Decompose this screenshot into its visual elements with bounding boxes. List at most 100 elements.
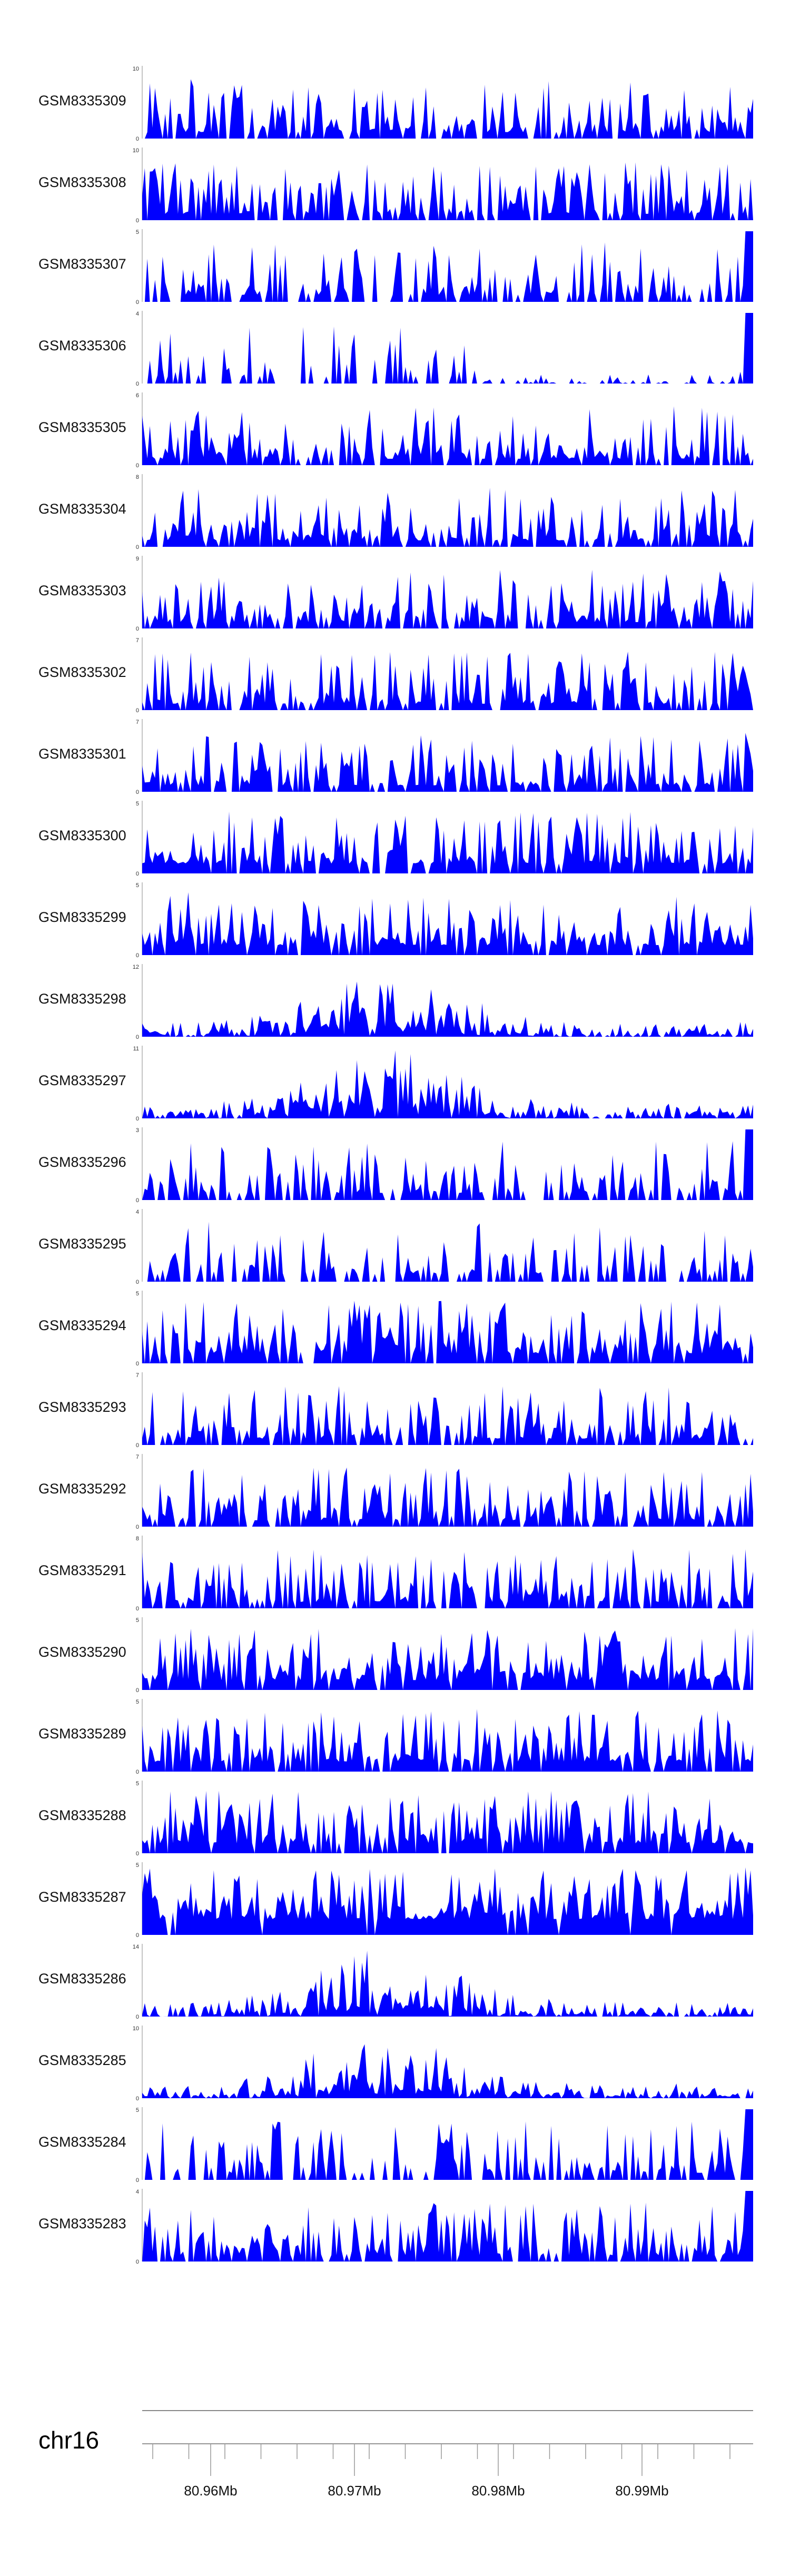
y-max-label: 7 xyxy=(136,1454,139,1460)
track-label: GSM8335293 xyxy=(38,1399,126,1415)
track-GSM8335298: GSM8335298 12 0 xyxy=(38,964,753,1040)
y-min-label: 0 xyxy=(136,1687,139,1694)
track-GSM8335287: GSM8335287 5 0 xyxy=(38,1862,753,1939)
axis-tick-label: 80.99Mb xyxy=(615,2483,668,2499)
track-label: GSM8335295 xyxy=(38,1236,126,1252)
track-GSM8335293: GSM8335293 7 0 xyxy=(38,1372,753,1449)
y-max-label: 7 xyxy=(136,1372,139,1379)
track-GSM8335290: GSM8335290 5 0 xyxy=(38,1617,753,1694)
track-label: GSM8335309 xyxy=(38,93,126,109)
y-min-label: 0 xyxy=(136,218,139,224)
coverage-area xyxy=(142,1628,753,1690)
track-label: GSM8335289 xyxy=(38,1726,126,1742)
y-max-label: 7 xyxy=(136,719,139,725)
track-GSM8335309: GSM8335309 10 0 xyxy=(38,66,753,142)
track-label: GSM8335287 xyxy=(38,1889,126,1905)
y-max-label: 8 xyxy=(136,474,139,480)
y-min-label: 0 xyxy=(136,381,139,387)
chromosome-label: chr16 xyxy=(38,2426,99,2454)
coverage-area xyxy=(142,811,753,873)
y-min-label: 0 xyxy=(136,1606,139,1612)
track-label: GSM8335301 xyxy=(38,746,126,762)
minor-ticks xyxy=(152,2444,730,2459)
y-min-label: 0 xyxy=(136,2177,139,2184)
track-GSM8335289: GSM8335289 5 0 xyxy=(38,1699,753,1775)
track-label: GSM8335288 xyxy=(38,1807,126,1823)
coverage-area xyxy=(142,313,753,384)
y-min-label: 0 xyxy=(136,2014,139,2020)
coverage-area xyxy=(142,1867,753,1935)
y-max-label: 5 xyxy=(136,229,139,235)
track-label: GSM8335304 xyxy=(38,501,126,517)
track-label: GSM8335307 xyxy=(38,256,126,272)
coverage-area xyxy=(142,1709,753,1772)
track-GSM8335284: GSM8335284 5 0 xyxy=(38,2107,753,2184)
coverage-area xyxy=(142,1301,753,1363)
coverage-area xyxy=(142,1050,753,1118)
track-label: GSM8335291 xyxy=(38,1562,126,1578)
track-GSM8335294: GSM8335294 5 0 xyxy=(38,1291,753,1367)
coverage-area xyxy=(142,79,753,139)
track-label: GSM8335302 xyxy=(38,664,126,680)
track-GSM8335306: GSM8335306 4 0 xyxy=(38,311,753,387)
y-min-label: 0 xyxy=(136,1442,139,1449)
y-max-label: 5 xyxy=(136,882,139,889)
y-min-label: 0 xyxy=(136,1197,139,1204)
coverage-tracks: GSM8335309100GSM8335308100GSM833530750GS… xyxy=(38,66,753,2265)
y-max-label: 10 xyxy=(133,2026,139,2032)
coverage-area xyxy=(142,488,753,547)
genome-axis: 80.96Mb 80.97Mb 80.98Mb 80.99Mb xyxy=(142,2443,753,2499)
coverage-area xyxy=(142,1467,753,1527)
track-GSM8335286: GSM8335286 14 0 xyxy=(38,1944,753,2020)
y-max-label: 11 xyxy=(133,1046,139,1052)
coverage-area xyxy=(142,892,753,955)
track-GSM8335305: GSM8335305 6 0 xyxy=(38,392,753,469)
track-GSM8335301: GSM8335301 7 0 xyxy=(38,719,753,795)
coverage-area xyxy=(142,162,753,220)
y-min-label: 0 xyxy=(136,463,139,469)
coverage-area xyxy=(142,569,753,628)
track-GSM8335297: GSM8335297 11 0 xyxy=(38,1046,753,1122)
track-label: GSM8335284 xyxy=(38,2134,126,2150)
y-max-label: 5 xyxy=(136,1781,139,1787)
y-min-label: 0 xyxy=(136,2096,139,2102)
y-min-label: 0 xyxy=(136,871,139,877)
track-GSM8335307: GSM8335307 5 0 xyxy=(38,229,753,306)
y-max-label: 3 xyxy=(136,1127,139,1134)
y-min-label: 0 xyxy=(136,707,139,714)
y-max-label: 14 xyxy=(133,1944,139,1950)
y-max-label: 5 xyxy=(136,1617,139,1624)
track-label: GSM8335300 xyxy=(38,828,126,843)
y-min-label: 0 xyxy=(136,299,139,306)
coverage-area xyxy=(142,1386,753,1445)
track-label: GSM8335294 xyxy=(38,1318,126,1333)
track-GSM8335303: GSM8335303 9 0 xyxy=(38,556,753,632)
y-max-label: 10 xyxy=(133,148,139,154)
track-label: GSM8335308 xyxy=(38,174,126,190)
track-GSM8335288: GSM8335288 5 0 xyxy=(38,1781,753,1857)
coverage-area xyxy=(142,652,753,710)
track-label: GSM8335296 xyxy=(38,1154,126,1170)
y-max-label: 10 xyxy=(133,66,139,72)
track-label: GSM8335303 xyxy=(38,583,126,598)
y-min-label: 0 xyxy=(136,1034,139,1040)
track-label: GSM8335286 xyxy=(38,1971,126,1987)
coverage-area xyxy=(142,981,753,1037)
track-GSM8335308: GSM8335308 10 0 xyxy=(38,148,753,224)
y-min-label: 0 xyxy=(136,952,139,959)
y-min-label: 0 xyxy=(136,1851,139,1857)
track-GSM8335292: GSM8335292 7 0 xyxy=(38,1454,753,1530)
track-GSM8335295: GSM8335295 4 0 xyxy=(38,1209,753,1285)
track-GSM8335304: GSM8335304 8 0 xyxy=(38,474,753,550)
track-GSM8335302: GSM8335302 7 0 xyxy=(38,637,753,714)
track-label: GSM8335297 xyxy=(38,1073,126,1088)
y-min-label: 0 xyxy=(136,1524,139,1530)
coverage-area xyxy=(142,2109,753,2180)
coverage-area xyxy=(142,1549,753,1608)
coverage-area xyxy=(142,1950,753,2017)
coverage-area xyxy=(142,406,753,465)
y-max-label: 6 xyxy=(136,392,139,399)
track-label: GSM8335298 xyxy=(38,991,126,1007)
track-label: GSM8335292 xyxy=(38,1481,126,1497)
y-max-label: 5 xyxy=(136,1699,139,1705)
